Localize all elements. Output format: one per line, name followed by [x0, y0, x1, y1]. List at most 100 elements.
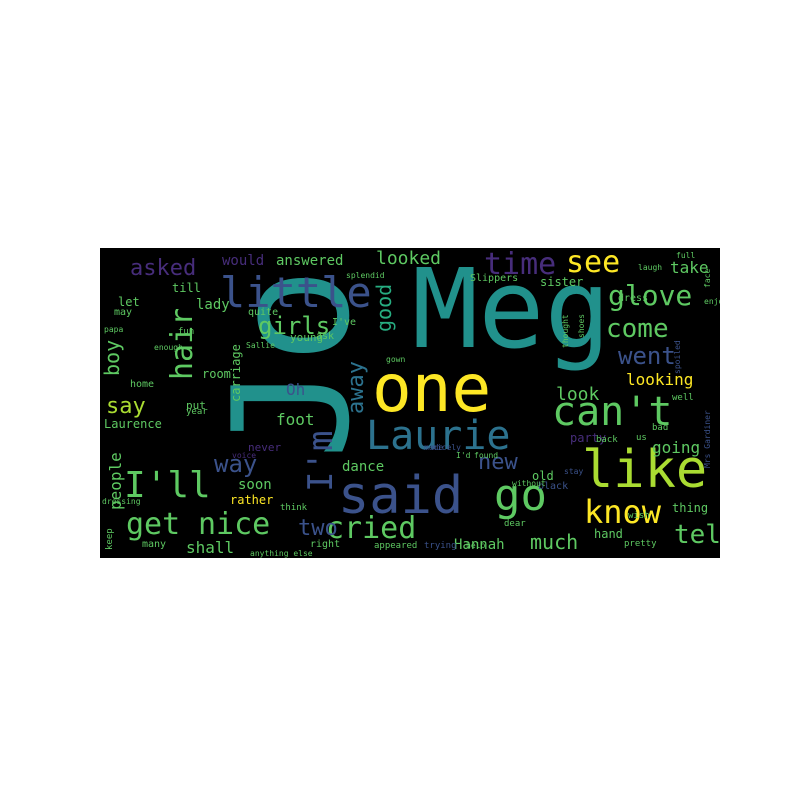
word-time: time [484, 248, 557, 282]
word-two: two [298, 516, 338, 541]
word-glove: glove [608, 279, 693, 312]
word-young: young [290, 331, 324, 344]
word-found: found [474, 451, 499, 460]
word-laugh: laugh [638, 263, 663, 272]
word-know: know [584, 493, 662, 531]
word-take: take [670, 258, 709, 277]
word-girls: girls [258, 312, 331, 340]
word-going: going [652, 438, 701, 457]
word-keep: keep [105, 528, 115, 550]
word-cloud: Jo Meg one said like Laurie can't little… [100, 248, 720, 558]
word-ive: I've [332, 317, 357, 328]
word-put: put [186, 399, 206, 412]
word-went: went [618, 342, 676, 370]
word-way: way [214, 450, 258, 478]
word-appeared: appeared [374, 541, 418, 551]
word-hand: hand [594, 527, 623, 541]
word-sister: sister [540, 275, 584, 289]
word-nice: nice [198, 507, 271, 542]
word-papa: papa [104, 325, 124, 334]
word-thought: thought [561, 314, 570, 348]
word-ask: ask [316, 331, 335, 342]
word-back: back [596, 435, 618, 445]
word-carriage: carriage [229, 344, 243, 402]
word-lady: lady [196, 297, 230, 313]
word-come: come [606, 314, 669, 344]
word-full: full [676, 251, 696, 260]
word-fun: fun [178, 327, 195, 337]
word-would: would [222, 253, 265, 269]
word-gown: gown [386, 355, 406, 364]
word-anything-else: anything else [250, 549, 313, 558]
word-old: old [532, 469, 554, 483]
word-dance: dance [342, 459, 385, 475]
word-room: room [202, 367, 231, 381]
word-see: see [566, 248, 621, 280]
word-away: away [344, 361, 369, 414]
word-much: much [530, 530, 579, 554]
word-say: say [106, 394, 146, 419]
word-boy: boy [100, 339, 124, 376]
word-im: I'm [301, 430, 341, 492]
word-looked: looked [376, 248, 442, 269]
word-splendid: splendid [346, 271, 385, 280]
word-sallie: Sallie [246, 341, 275, 350]
word-new: new [478, 450, 518, 475]
word-asked: asked [130, 256, 197, 281]
word-dear: dear [504, 519, 526, 529]
word-bad: bad [652, 423, 669, 433]
word-nicely: nicely [432, 443, 461, 452]
word-cried: cried [326, 511, 417, 546]
word-laurence: Laurence [104, 417, 162, 431]
word-us: us [636, 433, 647, 443]
word-dressing: dressing [102, 497, 141, 506]
word-party: party [570, 431, 607, 445]
word-till: till [172, 281, 201, 295]
word-let: let [118, 295, 140, 309]
word-pretty: pretty [624, 539, 657, 549]
word-trying: trying [424, 541, 457, 551]
word-id: I'd [456, 451, 471, 460]
word-mrs-gardiner: Mrs Gardiner [703, 410, 712, 468]
word-rather: rather [230, 493, 274, 507]
word-wish: wish [628, 511, 650, 521]
word-never: never [248, 441, 282, 454]
word-get: get [126, 507, 181, 542]
word-hannah: Hannah [454, 537, 505, 553]
word-meg: Meg [412, 248, 611, 373]
word-shoes: shoes [577, 313, 586, 338]
word-right: right [310, 539, 341, 550]
word-spoiled: spoiled [673, 340, 682, 374]
word-many: many [142, 539, 167, 550]
word-voice: voice [232, 451, 257, 460]
word-soon: soon [238, 477, 272, 493]
word-little: little [220, 268, 372, 317]
word-answered: answered [276, 253, 344, 269]
word-good: good [372, 283, 396, 332]
word-shall: shall [186, 538, 235, 557]
word-year: year [186, 407, 208, 417]
word-oh: Oh [286, 380, 306, 399]
word-looking: looking [626, 370, 694, 389]
word-one: one [372, 350, 492, 427]
word-go: go [494, 470, 547, 521]
word-made: made [424, 443, 444, 452]
word-well: well [672, 393, 694, 403]
word-black: black [538, 481, 569, 492]
word-enjoy: enjoy [704, 297, 720, 306]
word-foot: foot [276, 410, 315, 429]
word-quite: quite [248, 307, 279, 318]
word-ill: I'll [124, 465, 211, 506]
word-think: think [280, 503, 308, 513]
word-without: without [512, 479, 546, 488]
word-face: face [703, 268, 712, 288]
word-help: help [466, 541, 486, 550]
word-said: said [338, 466, 464, 526]
word-may: may [114, 307, 133, 318]
word-dress: dress [618, 293, 649, 304]
word-tell: tell [674, 520, 720, 550]
word-slippers: Slippers [470, 273, 519, 284]
word-home: home [130, 379, 155, 390]
word-cant: can't [552, 389, 673, 435]
word-enough: enough [154, 343, 183, 352]
